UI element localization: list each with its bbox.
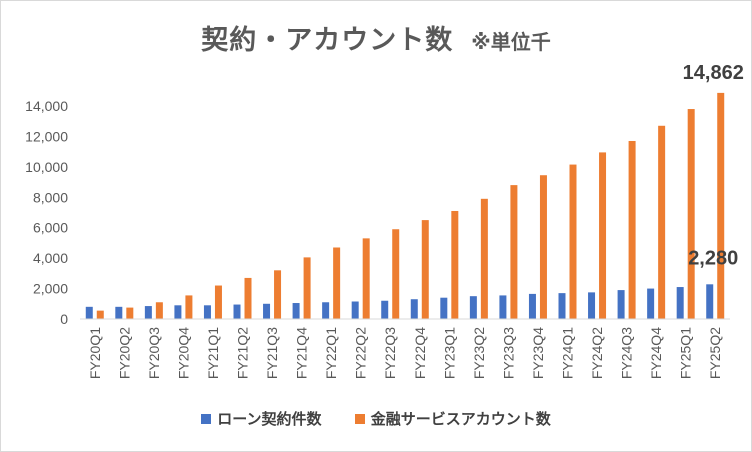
x-tick-label: FY20Q2 bbox=[116, 327, 132, 379]
y-tick-label: 10,000 bbox=[25, 159, 68, 175]
y-tick-label: 4,000 bbox=[33, 250, 68, 266]
x-tick-label: FY23Q4 bbox=[530, 327, 546, 379]
bar-accounts bbox=[510, 185, 518, 319]
unit-note: ※単位千 bbox=[471, 30, 551, 54]
bar-loan bbox=[528, 293, 536, 319]
y-tick-label: 12,000 bbox=[25, 128, 68, 144]
bar-accounts bbox=[274, 270, 282, 319]
bar-loan bbox=[706, 284, 714, 319]
legend-item-accounts: 金融サービスアカウント数 bbox=[354, 408, 551, 429]
legend-swatch-accounts bbox=[354, 413, 365, 424]
bar-accounts bbox=[214, 285, 222, 319]
bar-loan bbox=[174, 305, 182, 319]
bar-accounts bbox=[717, 92, 725, 319]
x-tick-label: FY25Q1 bbox=[678, 327, 694, 379]
bar-accounts bbox=[333, 247, 341, 319]
x-tick-label: FY25Q2 bbox=[707, 327, 723, 379]
bars bbox=[85, 92, 725, 320]
data-label: 14,862 bbox=[683, 62, 744, 84]
bar-accounts bbox=[392, 229, 400, 319]
x-axis: FY20Q1 FY20Q2 FY20Q3 FY20Q4 FY21Q1 FY21Q2 FY21… bbox=[87, 327, 723, 379]
bar-loan bbox=[499, 295, 507, 319]
y-tick-label: 2,000 bbox=[33, 281, 68, 297]
legend-swatch-loan bbox=[201, 413, 212, 424]
bar-loan bbox=[203, 305, 211, 319]
bar-accounts bbox=[658, 125, 666, 320]
bar-loan bbox=[144, 306, 152, 319]
bar-loan bbox=[558, 293, 566, 319]
bar-loan bbox=[410, 299, 418, 319]
x-tick-label: FY20Q3 bbox=[146, 327, 162, 379]
x-tick-label: FY22Q3 bbox=[382, 327, 398, 379]
x-tick-label: FY24Q3 bbox=[619, 327, 635, 379]
x-tick-label: FY22Q1 bbox=[323, 327, 339, 379]
chart-title: 契約・アカウント数 ※単位千 bbox=[0, 18, 752, 57]
x-tick-label: FY20Q1 bbox=[87, 327, 103, 379]
bar-loan bbox=[617, 290, 625, 319]
bar-loan bbox=[322, 302, 330, 319]
bar-loan bbox=[115, 306, 123, 319]
x-tick-label: FY21Q4 bbox=[294, 327, 310, 379]
bar-accounts bbox=[451, 210, 459, 319]
data-labels: 14,862 2,280 bbox=[683, 62, 744, 269]
x-tick-label: FY22Q2 bbox=[353, 327, 369, 379]
bar-loan bbox=[351, 301, 359, 319]
x-tick-label: FY23Q1 bbox=[441, 327, 457, 379]
x-tick-label: FY23Q2 bbox=[471, 327, 487, 379]
bar-loan bbox=[676, 287, 684, 319]
legend-label-accounts: 金融サービスアカウント数 bbox=[370, 410, 551, 428]
x-tick-label: FY24Q1 bbox=[560, 327, 576, 379]
bar-loan bbox=[647, 288, 655, 319]
x-tick-label: FY21Q3 bbox=[264, 327, 280, 379]
bar-accounts bbox=[599, 152, 607, 319]
bar-loan bbox=[588, 292, 596, 319]
bar-accounts bbox=[303, 257, 311, 319]
data-label: 2,280 bbox=[688, 247, 738, 269]
legend-label-loan: ローン契約件数 bbox=[217, 410, 322, 428]
bar-accounts bbox=[185, 295, 193, 319]
y-tick-label: 14,000 bbox=[25, 98, 68, 114]
bar-loan bbox=[440, 297, 448, 319]
bar-accounts bbox=[244, 277, 252, 319]
bar-accounts bbox=[569, 164, 577, 319]
y-tick-label: 0 bbox=[60, 311, 68, 327]
bar-loan bbox=[85, 306, 93, 319]
bar-loan bbox=[469, 296, 477, 319]
bar-accounts bbox=[96, 310, 104, 319]
x-tick-label: FY21Q1 bbox=[205, 327, 221, 379]
x-tick-label: FY24Q4 bbox=[648, 327, 664, 379]
y-tick-label: 8,000 bbox=[33, 189, 68, 205]
bar-loan bbox=[263, 303, 271, 319]
bar-loan bbox=[233, 304, 241, 319]
bar-accounts bbox=[362, 238, 370, 319]
bar-accounts bbox=[421, 220, 429, 319]
legend: ローン契約件数 金融サービスアカウント数 bbox=[0, 408, 752, 429]
legend-item-loan: ローン契約件数 bbox=[201, 408, 322, 429]
bar-accounts bbox=[628, 140, 636, 319]
bar-accounts bbox=[126, 307, 134, 319]
bar-accounts bbox=[539, 175, 547, 319]
x-tick-label: FY22Q4 bbox=[412, 327, 428, 379]
chart-title-text: 契約・アカウント数 bbox=[201, 25, 454, 56]
y-axis: 0 2,000 4,000 6,000 8,000 10,000 12,000 14,000 bbox=[25, 98, 68, 327]
x-tick-label: FY24Q2 bbox=[589, 327, 605, 379]
x-tick-label: FY20Q4 bbox=[175, 327, 191, 379]
bar-accounts bbox=[687, 109, 695, 320]
bar-loan bbox=[381, 300, 389, 319]
bar-accounts bbox=[480, 198, 488, 319]
bar-loan bbox=[292, 303, 300, 319]
x-tick-label: FY21Q2 bbox=[235, 327, 251, 379]
y-tick-label: 6,000 bbox=[33, 220, 68, 236]
x-tick-label: FY23Q3 bbox=[500, 327, 516, 379]
bar-accounts bbox=[155, 302, 163, 319]
